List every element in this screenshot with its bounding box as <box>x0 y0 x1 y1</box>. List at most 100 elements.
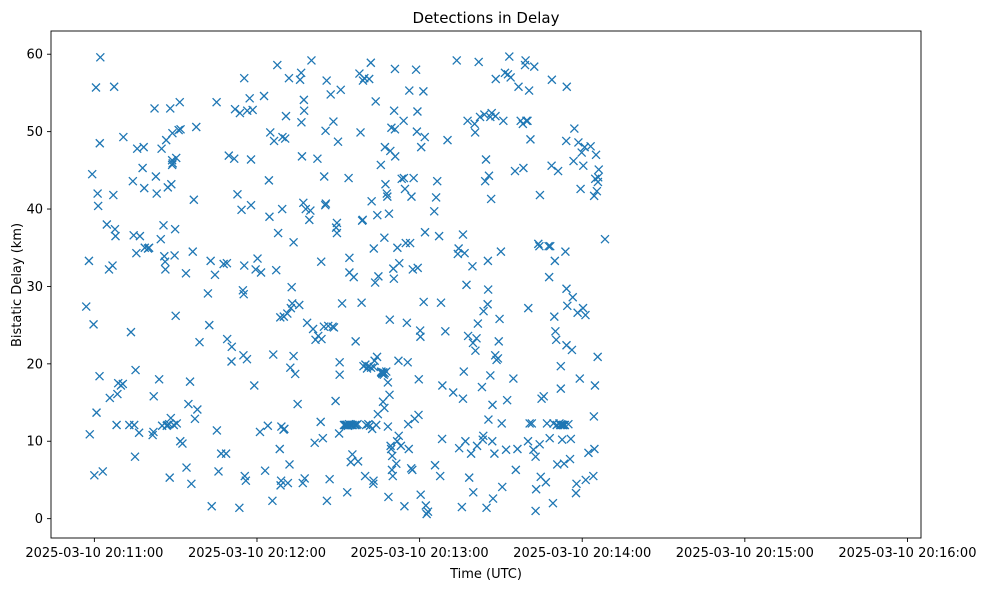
data-point <box>203 288 213 298</box>
data-point <box>89 319 99 329</box>
data-point <box>542 418 552 428</box>
data-point <box>295 75 305 85</box>
data-point <box>246 155 256 164</box>
data-point <box>512 444 522 454</box>
data-point <box>349 272 359 282</box>
data-point <box>373 271 383 281</box>
data-point <box>590 381 600 390</box>
data-point <box>284 73 294 83</box>
data-point <box>535 190 545 200</box>
x-tick-label: 2025-03-10 20:14:00 <box>513 546 651 561</box>
data-point <box>381 367 391 377</box>
data-point <box>312 154 322 164</box>
data-point <box>322 76 332 85</box>
data-point <box>560 420 570 430</box>
data-point <box>267 496 277 506</box>
data-point <box>581 310 590 320</box>
data-point <box>294 300 304 310</box>
data-point <box>370 278 380 288</box>
data-point <box>463 116 473 126</box>
data-point <box>473 319 483 329</box>
data-point <box>414 374 424 384</box>
data-point <box>299 106 309 116</box>
data-point <box>351 336 361 346</box>
data-point <box>402 318 412 328</box>
data-point <box>403 419 413 429</box>
data-point <box>586 141 596 151</box>
data-point <box>416 142 426 152</box>
data-point <box>229 154 239 164</box>
data-point <box>380 142 390 152</box>
data-point <box>204 320 214 330</box>
data-point <box>335 370 345 380</box>
data-point <box>242 354 252 364</box>
data-point <box>176 124 186 134</box>
data-point <box>491 74 501 84</box>
data-point <box>108 261 117 270</box>
data-point <box>568 292 578 302</box>
data-point <box>565 454 575 464</box>
data-point <box>489 449 499 459</box>
data-point <box>466 449 476 459</box>
data-point <box>298 478 308 488</box>
data-point <box>523 303 533 313</box>
data-point <box>394 258 404 268</box>
data-point <box>397 174 407 184</box>
data-point <box>287 299 297 308</box>
data-point <box>248 105 258 115</box>
data-point <box>131 248 141 258</box>
data-point <box>129 420 139 430</box>
data-point <box>488 400 497 410</box>
data-point <box>494 336 504 346</box>
data-point <box>98 466 108 476</box>
data-point <box>347 449 357 459</box>
data-point <box>478 435 488 445</box>
x-tick-label: 2025-03-10 20:12:00 <box>188 546 326 561</box>
data-point <box>412 107 422 116</box>
data-point <box>346 457 356 467</box>
data-point <box>159 220 168 230</box>
data-point <box>128 176 138 186</box>
data-point <box>112 389 122 399</box>
data-point <box>132 144 142 154</box>
data-point <box>559 459 569 469</box>
x-axis: 2025-03-10 20:11:00 2025-03-10 20:12:00 20… <box>25 538 976 561</box>
data-point <box>394 431 404 441</box>
data-point <box>561 136 571 146</box>
data-point <box>188 247 198 257</box>
data-point <box>557 435 567 445</box>
data-point <box>464 473 474 483</box>
data-point <box>477 382 487 392</box>
data-point <box>511 465 521 475</box>
data-point <box>497 482 507 492</box>
data-point <box>487 436 497 446</box>
data-point <box>175 97 185 107</box>
data-point <box>556 384 566 394</box>
data-point <box>592 186 602 196</box>
x-tick-label: 2025-03-10 20:11:00 <box>25 546 163 561</box>
data-point <box>109 82 119 92</box>
data-point <box>207 501 217 511</box>
data-point <box>591 150 601 160</box>
data-point <box>405 238 415 248</box>
data-point <box>578 161 588 171</box>
data-point <box>429 206 439 216</box>
data-point <box>573 138 583 147</box>
data-point <box>111 231 120 241</box>
data-point <box>321 126 331 136</box>
data-point <box>212 97 222 107</box>
data-point <box>390 124 400 134</box>
data-point <box>318 433 328 443</box>
data-point <box>149 391 159 401</box>
data-point <box>366 363 376 373</box>
data-point <box>380 179 390 189</box>
data-point <box>548 498 558 508</box>
data-point <box>290 369 300 379</box>
data-point <box>285 363 295 373</box>
data-point <box>276 476 286 486</box>
data-point <box>222 258 232 268</box>
data-point <box>392 243 402 253</box>
data-point <box>144 243 154 253</box>
data-point <box>521 116 531 126</box>
data-point <box>562 82 572 92</box>
